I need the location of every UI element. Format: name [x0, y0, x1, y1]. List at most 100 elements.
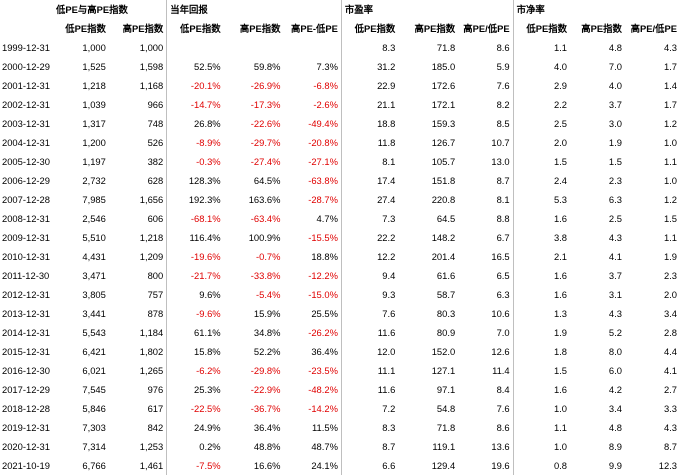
value-cell[interactable]: 34.8%	[253, 327, 281, 338]
value-cell[interactable]: 159.3	[431, 118, 456, 129]
value-cell[interactable]: 3,805	[82, 289, 106, 300]
date-cell[interactable]: 2010-12-31	[2, 251, 50, 262]
value-cell[interactable]: 1.6	[512, 266, 571, 285]
sub-header-cell[interactable]: 高PE/低PE	[463, 23, 510, 34]
value-cell[interactable]: -68.1%	[166, 209, 224, 228]
value-cell[interactable]: 4.3	[608, 308, 622, 319]
date-cell[interactable]: 2011-12-30	[2, 270, 50, 281]
value-cell[interactable]: 757	[147, 289, 164, 300]
value-cell[interactable]: 7.6	[496, 403, 510, 414]
date-cell[interactable]: 1999-12-31	[2, 42, 50, 53]
value-cell[interactable]: 3.1	[608, 289, 622, 300]
value-cell[interactable]: 8.0	[608, 346, 622, 357]
value-cell[interactable]: 71.8	[436, 422, 456, 433]
value-cell[interactable]: 976	[147, 384, 164, 395]
value-cell[interactable]: -22.5%	[166, 399, 224, 418]
value-cell[interactable]: 9.3	[340, 285, 399, 304]
value-cell[interactable]: -33.8%	[250, 270, 281, 281]
value-cell[interactable]: 11.1	[340, 361, 399, 380]
value-cell[interactable]: 6.0	[608, 365, 622, 376]
value-cell[interactable]: 1.8	[512, 342, 571, 361]
value-cell[interactable]: 1.0	[512, 437, 571, 456]
value-cell[interactable]: 748	[147, 118, 164, 129]
value-cell[interactable]: 36.4%	[311, 346, 338, 357]
value-cell[interactable]: -63.8%	[308, 175, 338, 186]
value-cell[interactable]: -9.6%	[166, 304, 224, 323]
value-cell[interactable]	[166, 38, 224, 57]
sub-header-cell[interactable]: 高PE指数	[122, 23, 164, 34]
value-cell[interactable]: 24.9%	[166, 418, 224, 437]
value-cell[interactable]: 1,184	[139, 327, 164, 338]
value-cell[interactable]: 129.4	[431, 460, 456, 471]
value-cell[interactable]: 7.2	[340, 399, 399, 418]
value-cell[interactable]: 8.6	[496, 42, 510, 53]
sub-header-cell[interactable]: 高PE/低PE	[630, 23, 677, 34]
value-cell[interactable]: 1.5	[608, 156, 622, 167]
value-cell[interactable]: 0.2%	[166, 437, 224, 456]
value-cell[interactable]: 25.3%	[166, 380, 224, 399]
value-cell[interactable]: 13.0	[491, 156, 510, 167]
value-cell[interactable]: 10.6	[491, 308, 510, 319]
value-cell[interactable]: 172.6	[431, 80, 456, 91]
sub-header-blank[interactable]	[0, 19, 53, 38]
value-cell[interactable]: 22.9	[340, 76, 399, 95]
value-cell[interactable]: 526	[147, 137, 164, 148]
value-cell[interactable]: 8.5	[496, 118, 510, 129]
value-cell[interactable]: 18.8	[340, 114, 399, 133]
value-cell[interactable]: 4.3	[663, 42, 677, 53]
value-cell[interactable]: 617	[147, 403, 164, 414]
value-cell[interactable]: 17.4	[340, 171, 399, 190]
value-cell[interactable]: -28.7%	[308, 194, 338, 205]
value-cell[interactable]: -14.2%	[308, 403, 338, 414]
value-cell[interactable]	[283, 38, 341, 57]
value-cell[interactable]: 1.9	[608, 137, 622, 148]
value-cell[interactable]: 18.8%	[311, 251, 338, 262]
value-cell[interactable]: -27.4%	[250, 156, 281, 167]
value-cell[interactable]: 1.1	[512, 418, 571, 437]
value-cell[interactable]: 8.2	[496, 99, 510, 110]
value-cell[interactable]: 54.8	[436, 403, 456, 414]
value-cell[interactable]: 1.9	[663, 251, 677, 262]
value-cell[interactable]: 4.0	[608, 80, 622, 91]
value-cell[interactable]: 5,510	[82, 232, 106, 243]
value-cell[interactable]: 80.9	[436, 327, 456, 338]
value-cell[interactable]: 7.6	[496, 80, 510, 91]
group-header-returns[interactable]: 当年回报	[166, 0, 342, 19]
sub-header-cell[interactable]: 低PE指数	[65, 23, 106, 34]
value-cell[interactable]: 4.1	[608, 251, 622, 262]
value-cell[interactable]: 52.5%	[166, 57, 224, 76]
value-cell[interactable]: 1,197	[82, 156, 106, 167]
value-cell[interactable]: -15.5%	[308, 232, 338, 243]
date-cell[interactable]: 2000-12-29	[2, 61, 50, 72]
value-cell[interactable]: 4.8	[608, 42, 622, 53]
value-cell[interactable]: 8.3	[340, 418, 399, 437]
value-cell[interactable]: 966	[147, 99, 164, 110]
value-cell[interactable]: 61.6	[436, 270, 456, 281]
value-cell[interactable]: 9.4	[340, 266, 399, 285]
value-cell[interactable]: 11.6	[340, 380, 399, 399]
value-cell[interactable]: 4.4	[663, 346, 677, 357]
value-cell[interactable]: 2.5	[608, 213, 622, 224]
value-cell[interactable]: 1,802	[139, 346, 164, 357]
value-cell[interactable]: 1.9	[512, 323, 571, 342]
value-cell[interactable]: 1.1	[512, 38, 571, 57]
value-cell[interactable]: 8.1	[340, 152, 399, 171]
value-cell[interactable]: 7.3%	[316, 61, 338, 72]
value-cell[interactable]: 1,598	[139, 61, 164, 72]
value-cell[interactable]: 4.2	[608, 384, 622, 395]
value-cell[interactable]: 4.8	[608, 422, 622, 433]
value-cell[interactable]: 25.5%	[311, 308, 338, 319]
value-cell[interactable]: 1,461	[139, 460, 164, 471]
date-cell[interactable]: 2004-12-31	[2, 137, 50, 148]
value-cell[interactable]: 2,732	[82, 175, 106, 186]
date-cell[interactable]: 2017-12-29	[2, 384, 50, 395]
value-cell[interactable]: 3.3	[663, 403, 677, 414]
value-cell[interactable]: 1.4	[663, 80, 677, 91]
value-cell[interactable]: 7,303	[82, 422, 106, 433]
value-cell[interactable]: 12.0	[340, 342, 399, 361]
value-cell[interactable]: 1.5	[663, 213, 677, 224]
value-cell[interactable]: 2.2	[512, 95, 571, 114]
value-cell[interactable]: -48.2%	[308, 384, 338, 395]
sub-header-cell[interactable]: 高PE指数	[414, 23, 456, 34]
value-cell[interactable]: 1,000	[139, 42, 164, 53]
